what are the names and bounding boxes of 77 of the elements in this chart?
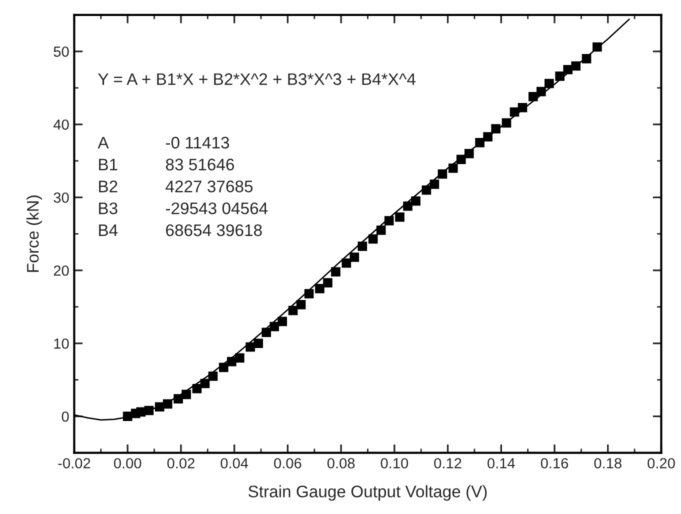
point: [358, 242, 368, 251]
point: [395, 212, 404, 222]
point: [571, 61, 581, 71]
point: [144, 406, 154, 416]
point: [162, 399, 172, 409]
point: [384, 216, 394, 226]
x-tick-label: 0.04: [220, 458, 248, 468]
point: [278, 316, 288, 326]
x-tick-label: 0.02: [167, 458, 194, 468]
point: [218, 362, 228, 372]
point: [350, 252, 360, 262]
point: [235, 353, 244, 363]
point: [456, 154, 466, 164]
point: [208, 372, 218, 381]
y-tick-label: 50: [54, 46, 69, 57]
x-tick-label: 0.08: [327, 458, 355, 468]
annotation: 68654 39618: [166, 224, 262, 236]
annotation: Y = A + B1*X + B2*X^2 + B3*X^3 + B4*X^4: [98, 73, 416, 86]
x-tick-label: 0.10: [380, 458, 408, 468]
annotation: A: [98, 136, 109, 148]
point: [254, 338, 263, 348]
point: [304, 289, 314, 298]
annotation: 83 51646: [166, 158, 234, 170]
annotation: B1: [99, 158, 118, 170]
point: [438, 169, 448, 179]
point: [483, 132, 492, 142]
y-tick-label: 20: [54, 265, 69, 276]
point: [448, 164, 458, 173]
point: [563, 64, 573, 74]
point: [464, 148, 474, 158]
x-tick-label: 0.16: [540, 458, 568, 468]
x-axis-title: Strain Gauge Output Voltage (V): [248, 485, 487, 501]
point: [200, 378, 210, 388]
y-tick-label: 0: [62, 411, 69, 422]
point: [315, 284, 324, 294]
point: [192, 384, 202, 394]
x-tick-label: 0.06: [274, 458, 302, 468]
x-tick-label: 0.00: [114, 458, 142, 468]
x-tick-label: 0.14: [488, 458, 515, 468]
y-tick-label: 10: [54, 338, 69, 349]
point: [182, 390, 191, 400]
y-tick-label: 30: [54, 192, 69, 203]
annotation: B2: [99, 180, 118, 192]
x-tick-label: 0.20: [648, 458, 675, 468]
annotation: B3: [99, 202, 118, 214]
point: [376, 226, 386, 235]
point: [518, 102, 528, 112]
y-axis-title: Force (kN): [26, 196, 42, 272]
annotation: -29543 04564: [166, 202, 268, 214]
y-tick-label: 40: [53, 119, 69, 130]
x-tick-label: 0.18: [594, 458, 622, 468]
point: [592, 42, 602, 52]
point: [536, 86, 546, 96]
point: [544, 78, 554, 88]
point: [296, 300, 306, 310]
point: [555, 72, 565, 81]
point: [491, 124, 500, 134]
point: [528, 92, 538, 102]
point: [475, 138, 484, 148]
x-tick-label: -0.02: [58, 458, 90, 468]
point: [331, 267, 340, 276]
point: [430, 180, 440, 189]
point: [582, 54, 592, 64]
point: [174, 394, 183, 404]
annotation: B4: [99, 224, 118, 236]
annotation: 4227 37685: [166, 180, 253, 192]
point: [403, 201, 412, 211]
point: [502, 118, 512, 128]
point: [323, 278, 332, 288]
point: [411, 196, 420, 206]
point: [270, 322, 280, 332]
x-tick-label: 0.12: [434, 458, 462, 468]
annotation: -0 11413: [166, 136, 230, 149]
point: [227, 356, 236, 366]
point: [342, 258, 352, 268]
point: [368, 234, 378, 244]
point: [262, 328, 272, 338]
